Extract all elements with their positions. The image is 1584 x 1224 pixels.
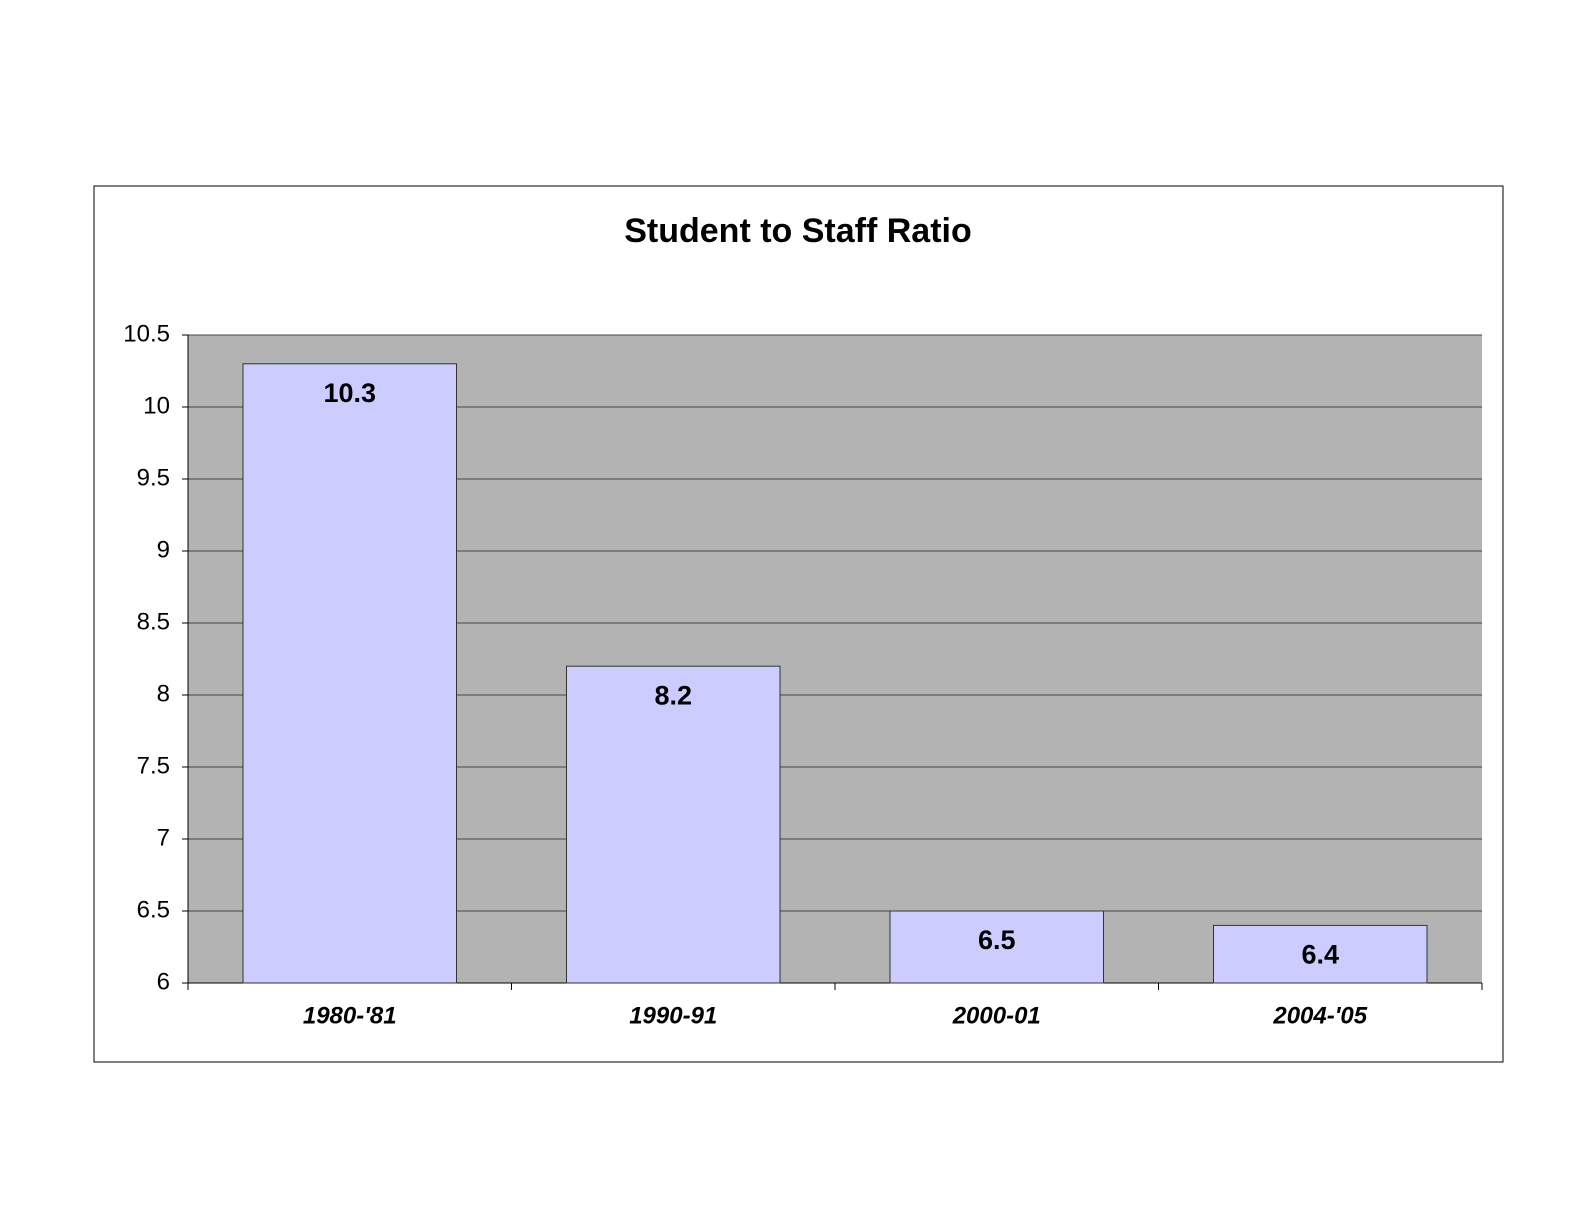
bar xyxy=(242,363,458,984)
data-label: 10.3 xyxy=(323,378,376,408)
x-tick-label: 1980-'81 xyxy=(303,1002,397,1029)
x-tick-label: 1990-91 xyxy=(629,1002,717,1029)
data-label: 6.4 xyxy=(1301,940,1339,970)
y-tick-label: 10 xyxy=(143,392,170,419)
y-tick-label: 7.5 xyxy=(137,752,170,779)
y-tick-label: 8 xyxy=(157,680,170,707)
y-tick-label: 9 xyxy=(157,536,170,563)
y-tick-label: 10.5 xyxy=(123,320,170,347)
data-label: 6.5 xyxy=(978,925,1016,955)
x-tick-label: 2000-01 xyxy=(952,1002,1041,1029)
chart-title: Student to Staff Ratio xyxy=(624,212,972,250)
y-tick-label: 7 xyxy=(157,824,170,851)
y-tick-label: 9.5 xyxy=(137,464,170,491)
y-tick-label: 6 xyxy=(157,968,170,995)
data-label: 8.2 xyxy=(654,680,692,710)
y-tick-label: 8.5 xyxy=(137,608,170,635)
x-tick-label: 2004-'05 xyxy=(1272,1002,1367,1029)
bar xyxy=(889,910,1105,984)
bar xyxy=(1212,924,1428,984)
bar xyxy=(565,665,781,984)
y-tick-label: 6.5 xyxy=(137,896,170,923)
